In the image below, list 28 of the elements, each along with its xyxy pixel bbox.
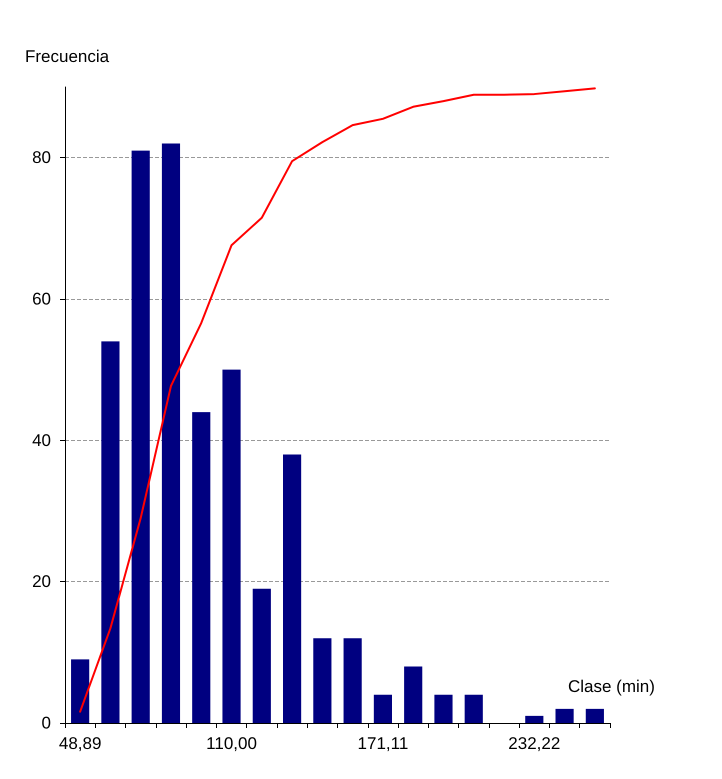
bar: [556, 708, 574, 723]
bar: [283, 454, 302, 723]
x-axis-title: Clase (min): [568, 677, 655, 696]
bar: [101, 341, 120, 723]
y-tick-label: 20: [32, 572, 51, 592]
bar: [464, 694, 483, 723]
bar: [404, 666, 422, 723]
bar: [132, 150, 150, 723]
x-tick-label: 110,00: [206, 734, 257, 753]
y-tick-label: 0: [42, 714, 51, 732]
y-axis-title: Frecuencia: [25, 47, 110, 66]
y-tick-label: 80: [32, 148, 51, 168]
x-tick-label: 48,89: [58, 734, 102, 753]
bar: [313, 638, 332, 723]
bar: [586, 708, 604, 723]
y-tick-label: 40: [32, 430, 51, 450]
bar: [222, 370, 241, 723]
x-tick-label: 171,11: [358, 734, 408, 753]
bar: [71, 659, 90, 723]
bar: [344, 638, 362, 723]
bar: [374, 694, 392, 723]
x-tick-label: 232,22: [508, 734, 560, 753]
bar: [434, 694, 453, 723]
bar: [525, 716, 544, 723]
bar: [162, 144, 180, 723]
y-tick-label: 60: [32, 290, 51, 308]
bar: [192, 412, 210, 723]
bar: [252, 588, 271, 723]
